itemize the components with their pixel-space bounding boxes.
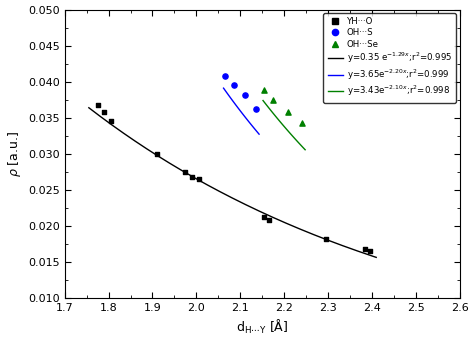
- Point: [285, 109, 292, 115]
- Point: [94, 102, 101, 107]
- Point: [100, 109, 108, 115]
- Point: [366, 248, 374, 254]
- Point: [195, 176, 202, 182]
- Point: [269, 98, 277, 103]
- Point: [221, 73, 228, 79]
- Point: [252, 106, 259, 112]
- Point: [241, 93, 248, 98]
- Point: [322, 236, 329, 241]
- Point: [261, 214, 268, 220]
- Point: [107, 119, 115, 124]
- Point: [188, 174, 196, 180]
- Point: [182, 169, 189, 174]
- Point: [230, 82, 237, 87]
- Point: [298, 120, 305, 126]
- Point: [362, 246, 369, 252]
- Y-axis label: $\rho$ [a.u.]: $\rho$ [a.u.]: [6, 131, 23, 177]
- Point: [153, 151, 161, 157]
- Point: [261, 88, 268, 93]
- Legend: YH···O, OH···S, OH···Se, y=0.35 e$^{-1.29x}$;r$^{2}$=0.995, y=3.65e$^{-2.20x}$;r: YH···O, OH···S, OH···Se, y=0.35 e$^{-1.2…: [323, 13, 456, 103]
- Point: [265, 217, 273, 223]
- X-axis label: $\mathregular{d_{H \cdots Y}}$ [Å]: $\mathregular{d_{H \cdots Y}}$ [Å]: [236, 318, 288, 337]
